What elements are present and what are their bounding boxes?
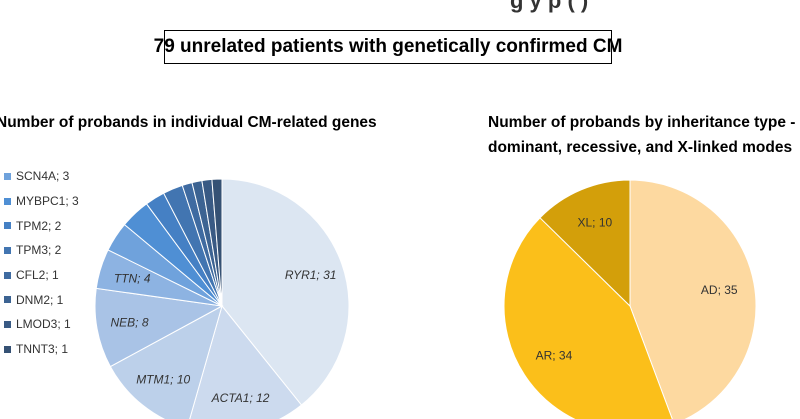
legend-label: TPM3; 2: [16, 243, 62, 258]
legend-label: LMOD3; 1: [16, 317, 71, 332]
pie-slice-acta1: [189, 304, 303, 419]
legend-swatch: [4, 271, 11, 279]
legend-swatch: [4, 296, 11, 304]
pie-slice-mtm1: [109, 304, 223, 419]
legend-swatch: [4, 320, 11, 328]
legend-item: DNM2; 1: [4, 287, 79, 312]
gene-chart-title: Number of probands in individual CM-rela…: [0, 114, 377, 131]
legend-item: TPM2; 2: [4, 213, 79, 238]
legend-label: TPM2; 2: [16, 218, 62, 233]
inheritance-title-line-1: Number of probands by inheritance type -: [488, 114, 796, 131]
legend-label: MYBPC1; 3: [16, 194, 79, 209]
legend-item: TPM3; 2: [4, 238, 79, 263]
legend-item: MYBPC1; 3: [4, 189, 79, 214]
legend-label: TNNT3; 1: [16, 342, 69, 357]
slice-label-ttn: TTN; 4: [114, 271, 151, 285]
slice-label-ryr1: RYR1; 31: [285, 268, 337, 282]
legend-swatch: [4, 222, 11, 230]
slice-label-ad: AD; 35: [701, 283, 738, 297]
legend-swatch: [4, 345, 11, 353]
legend-label: DNM2; 1: [16, 292, 64, 307]
pie-slice-neb: [94, 287, 224, 368]
pie-slice-xl: [539, 179, 631, 308]
gene-chart-legend: SCN4A; 3 MYBPC1; 3 TPM2; 2 TPM3; 2 CFL2; 1 DN…: [4, 164, 79, 362]
pie-slice-ryr1: [221, 178, 350, 406]
pie-slice-ad: [629, 179, 757, 419]
inheritance-chart-title: Number of probands by inheritance type -…: [488, 110, 795, 160]
legend-item: CFL2; 1: [4, 263, 79, 288]
slice-label-acta1: ACTA1; 12: [211, 391, 270, 405]
slice-label-neb: NEB; 8: [111, 316, 149, 330]
cohort-banner: 79 unrelated patients with genetically c…: [154, 30, 622, 64]
slice-label-mtm1: MTM1; 10: [136, 372, 190, 386]
inheritance-title-line-2: dominant, recessive, and X-linked modes: [488, 139, 793, 156]
legend-item: TNNT3; 1: [4, 337, 79, 362]
legend-label: SCN4A; 3: [16, 169, 70, 184]
cropped-heading-fragment: g y p ( ): [510, 0, 589, 13]
slice-label-ar: AR; 34: [536, 348, 573, 362]
legend-swatch: [4, 246, 11, 254]
legend-item: SCN4A; 3: [4, 164, 79, 189]
pie-slice-ar: [503, 217, 673, 419]
legend-swatch: [4, 172, 11, 180]
legend-item: LMOD3; 1: [4, 312, 79, 337]
legend-label: CFL2; 1: [16, 268, 59, 283]
pie-slice-tnnt3: [211, 178, 223, 307]
slice-label-xl: XL; 10: [578, 215, 613, 229]
legend-swatch: [4, 197, 11, 205]
